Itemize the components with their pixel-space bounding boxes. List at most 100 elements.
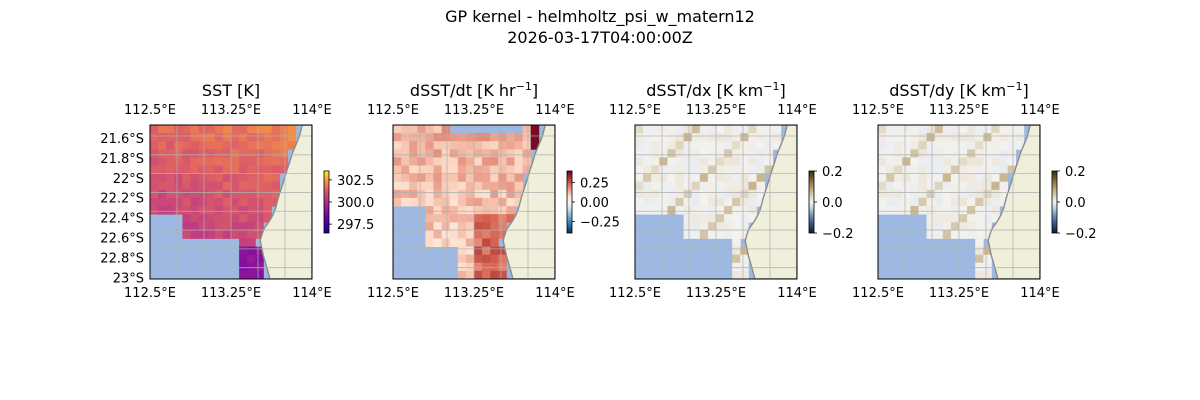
data-cell	[457, 254, 467, 264]
panel-sst: SST [K] 112.5°E 112.5°E 113.25°E 113.25°E 114…	[100, 81, 374, 301]
data-cell	[417, 197, 426, 207]
data-cell	[707, 157, 717, 166]
data-cell	[247, 141, 256, 150]
data-cell	[166, 173, 175, 183]
data-cell	[699, 197, 709, 207]
data-cell	[732, 189, 741, 199]
data-cell	[206, 157, 216, 166]
data-cell	[474, 197, 483, 207]
data-cell	[401, 189, 410, 199]
data-cell	[498, 270, 507, 279]
data-cell	[1007, 141, 1017, 150]
data-cell	[482, 238, 491, 247]
data-cell	[409, 157, 418, 166]
data-cell	[417, 141, 426, 150]
data-cell	[975, 133, 984, 142]
data-cell	[506, 133, 515, 142]
data-cell	[732, 238, 741, 247]
data-cell	[263, 133, 272, 142]
data-cell	[255, 149, 264, 158]
lat-label: 22.4°S	[100, 212, 144, 227]
data-cell	[902, 157, 911, 166]
data-cell	[190, 197, 199, 207]
data-cell	[764, 141, 774, 150]
data-cell	[659, 189, 668, 199]
data-cell	[748, 173, 757, 183]
data-cell	[659, 149, 668, 158]
data-cell	[651, 189, 660, 199]
data-cell	[482, 230, 491, 239]
data-cell	[643, 125, 652, 134]
data-cell	[748, 141, 757, 150]
data-cell	[514, 189, 523, 199]
data-cell	[902, 189, 911, 199]
data-cell	[934, 141, 944, 150]
data-cell	[482, 214, 491, 223]
data-cell	[724, 214, 733, 223]
data-cell	[214, 165, 224, 175]
panel-title: SST [K]	[202, 81, 260, 100]
data-cell	[959, 157, 968, 166]
data-cell	[926, 133, 936, 142]
data-cell	[482, 181, 491, 191]
data-cell	[150, 157, 159, 166]
data-cell	[393, 149, 402, 158]
data-cell	[465, 181, 475, 191]
data-cell	[667, 125, 676, 134]
data-cell	[474, 214, 483, 223]
data-cell	[490, 246, 499, 256]
colorbar	[323, 170, 330, 234]
data-cell	[287, 133, 297, 142]
data-cell	[255, 189, 264, 199]
data-cell	[190, 214, 199, 223]
data-cell	[457, 230, 467, 239]
data-cell	[740, 181, 749, 191]
data-cell	[959, 141, 968, 150]
data-cell	[975, 149, 984, 158]
data-cell	[247, 270, 256, 279]
data-cell	[659, 133, 668, 142]
data-cell	[918, 141, 927, 150]
data-cell	[748, 197, 757, 207]
data-cell	[206, 189, 216, 199]
data-cell	[150, 141, 159, 150]
data-cell	[214, 197, 224, 207]
data-cell	[198, 141, 208, 150]
data-cell	[190, 133, 199, 142]
lon-label-bottom: 113.25°E	[686, 286, 746, 301]
data-cell	[239, 133, 248, 142]
data-cell	[983, 270, 992, 279]
data-cell	[506, 157, 515, 166]
data-cell	[886, 149, 895, 158]
data-cell	[182, 157, 191, 166]
panel-title-superscript: −1	[763, 80, 779, 93]
lon-label-top: 112.5°E	[852, 103, 904, 118]
data-cell	[239, 206, 248, 215]
lon-label-bottom: 113.25°E	[201, 286, 261, 301]
panel-title-main: dSST/dx [K km	[646, 81, 763, 100]
data-cell	[699, 149, 709, 158]
data-cell	[724, 133, 733, 142]
data-cell	[401, 125, 410, 134]
data-cell	[198, 125, 208, 134]
data-cell	[158, 141, 167, 150]
data-cell	[691, 222, 701, 231]
data-cell	[975, 238, 984, 247]
data-cell	[675, 197, 684, 207]
data-cell	[918, 181, 927, 191]
data-cell	[635, 206, 644, 215]
data-cell	[198, 133, 208, 142]
data-cell	[983, 165, 992, 175]
data-cell	[967, 149, 976, 158]
data-cell	[465, 214, 475, 223]
data-cell	[975, 165, 984, 175]
data-cell	[255, 254, 264, 264]
data-cell	[490, 157, 499, 166]
data-cell	[886, 157, 895, 166]
data-cell	[198, 149, 208, 158]
data-cell	[975, 157, 984, 166]
colorbar-tick-label: 0.25	[580, 177, 609, 192]
data-cell	[441, 206, 451, 215]
data-cell	[732, 262, 741, 272]
